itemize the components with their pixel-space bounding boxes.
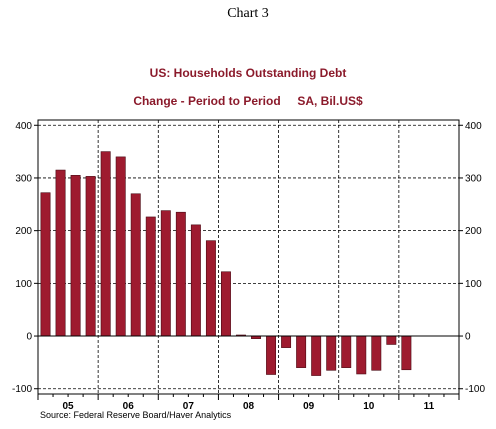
x-tick-label: 09 xyxy=(303,401,315,412)
y-tick-label-left: 300 xyxy=(15,173,32,184)
bar xyxy=(356,335,367,375)
y-tick-label-right: 0 xyxy=(465,332,471,343)
y-tick-label-right: 100 xyxy=(465,279,482,290)
x-tick-label: 10 xyxy=(363,401,375,412)
bar xyxy=(145,216,156,337)
bar xyxy=(55,169,66,337)
x-tick-label: 05 xyxy=(63,401,75,412)
y-tick-label-left: 200 xyxy=(15,226,32,237)
y-tick-label-right: 300 xyxy=(465,173,482,184)
bar xyxy=(160,210,171,337)
y-tick-label-right: -100 xyxy=(465,384,485,395)
y-tick-label-left: 0 xyxy=(26,332,32,343)
x-tick-label: 07 xyxy=(183,401,195,412)
bar xyxy=(371,335,382,371)
y-tick-label-left: -100 xyxy=(12,384,32,395)
bar xyxy=(401,335,412,371)
bar xyxy=(205,240,216,337)
bar xyxy=(40,192,51,337)
bar xyxy=(266,335,277,375)
bar xyxy=(175,211,186,337)
bar xyxy=(296,335,307,368)
source-note: Source: Federal Reserve Board/Haver Anal… xyxy=(40,410,232,420)
bar xyxy=(70,175,81,337)
bar xyxy=(341,335,352,368)
x-tick-label: 06 xyxy=(123,401,135,412)
chart-title: US: Households Outstanding Debt xyxy=(149,66,347,80)
y-tick-label-right: 400 xyxy=(465,121,482,132)
bar xyxy=(85,176,96,337)
bar xyxy=(115,156,126,337)
y-tick-label-left: 100 xyxy=(15,279,32,290)
x-tick-label: 11 xyxy=(424,401,435,412)
bar xyxy=(386,335,397,345)
bar xyxy=(220,271,231,337)
bar xyxy=(281,335,292,348)
chart-number: Chart 3 xyxy=(227,6,269,21)
chart-subtitle: Change - Period to Period SA, Bil.US$ xyxy=(133,94,363,108)
bar xyxy=(100,151,111,337)
bar xyxy=(130,193,141,337)
bar xyxy=(190,224,201,337)
x-tick-label: 08 xyxy=(243,401,255,412)
y-tick-label-left: 400 xyxy=(15,121,32,132)
bar xyxy=(326,335,337,371)
y-tick-label-right: 200 xyxy=(465,226,482,237)
bar xyxy=(311,335,322,376)
